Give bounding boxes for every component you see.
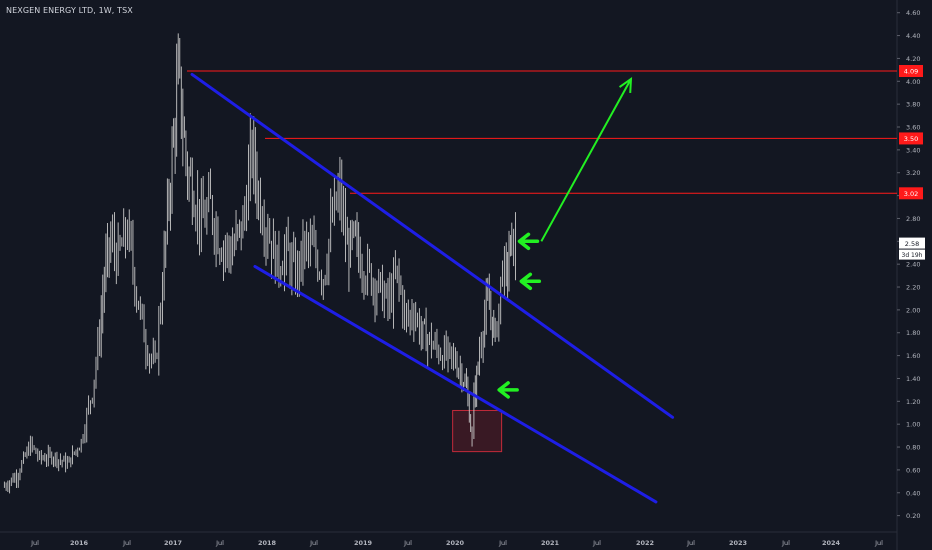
interval: 1W <box>98 6 112 15</box>
x-tick-label: Jul <box>498 539 507 547</box>
x-tick-label: 2022 <box>636 539 654 547</box>
highlight-box[interactable] <box>452 409 503 453</box>
y-tick-label: 4.20 <box>906 55 920 63</box>
y-tick-label: 2.80 <box>906 215 920 223</box>
y-tick-label: 2.00 <box>906 306 920 314</box>
y-tick-label: 4.40 <box>906 32 920 40</box>
y-tick-label: 3.20 <box>906 169 920 177</box>
y-tick-label: 1.20 <box>906 398 920 406</box>
y-tick-label: 0.80 <box>906 444 920 452</box>
bar-countdown-bg <box>899 249 925 260</box>
channel-lower-line[interactable] <box>253 264 658 504</box>
y-tick-label: 0.40 <box>906 489 920 497</box>
x-tick-label: 2023 <box>729 539 747 547</box>
pointer-arrow[interactable] <box>519 272 542 291</box>
y-tick-label: 2.20 <box>906 284 920 292</box>
y-tick-label: 4.60 <box>906 9 920 17</box>
current-price-label: 2.58 <box>905 240 919 248</box>
x-tick-label: Jul <box>781 539 790 547</box>
x-tick-label: 2020 <box>446 539 465 547</box>
price-series <box>3 33 516 494</box>
level-price-label: 3.02 <box>904 190 918 198</box>
y-tick-label: 1.60 <box>906 352 920 360</box>
chart-title: NEXGEN ENERGY LTD, 1W, TSX <box>6 6 133 15</box>
x-tick-label: 2019 <box>354 539 373 547</box>
x-tick-label: 2018 <box>258 539 277 547</box>
level-price-label-bg <box>899 132 923 145</box>
y-tick-label: 1.80 <box>906 329 920 337</box>
x-tick-label: 2024 <box>822 539 841 547</box>
level-price-label: 4.09 <box>904 68 918 76</box>
channel-upper-line[interactable] <box>190 72 675 419</box>
x-tick-label: Jul <box>309 539 318 547</box>
level-price-label: 3.50 <box>904 135 918 143</box>
x-tick-label: 2017 <box>164 539 182 547</box>
y-tick-label: 3.80 <box>906 101 920 109</box>
y-tick-label: 1.00 <box>906 421 920 429</box>
y-tick-label: 2.40 <box>906 261 920 269</box>
y-tick-label: 4.00 <box>906 78 920 86</box>
current-price-label-bg <box>899 237 925 249</box>
pointer-arrow[interactable] <box>497 381 519 399</box>
pointer-arrow[interactable] <box>517 232 540 251</box>
projection-arrow[interactable] <box>540 78 632 242</box>
y-tick-label: 0.20 <box>906 512 920 520</box>
exchange: TSX <box>117 6 133 15</box>
x-tick-label: Jul <box>403 539 412 547</box>
x-tick-label: Jul <box>686 539 695 547</box>
x-tick-label: 2021 <box>541 539 560 547</box>
x-tick-label: Jul <box>215 539 224 547</box>
x-tick-label: Jul <box>592 539 601 547</box>
y-tick-label: 0.60 <box>906 466 920 474</box>
level-price-label-bg <box>899 187 923 200</box>
bar-countdown-label: 3d 19h <box>902 252 923 259</box>
x-tick-label: 2016 <box>70 539 89 547</box>
x-tick-label: Jul <box>122 539 131 547</box>
level-price-label-bg <box>899 65 923 77</box>
projection-arrow-head <box>618 76 633 94</box>
y-tick-label: 3.40 <box>906 146 920 154</box>
x-tick-label: Jul <box>30 539 39 547</box>
y-tick-label: 3.60 <box>906 124 920 132</box>
y-tick-label: 1.40 <box>906 375 920 383</box>
x-tick-label: Jul <box>874 539 883 547</box>
symbol-name: NEXGEN ENERGY LTD <box>6 6 94 15</box>
